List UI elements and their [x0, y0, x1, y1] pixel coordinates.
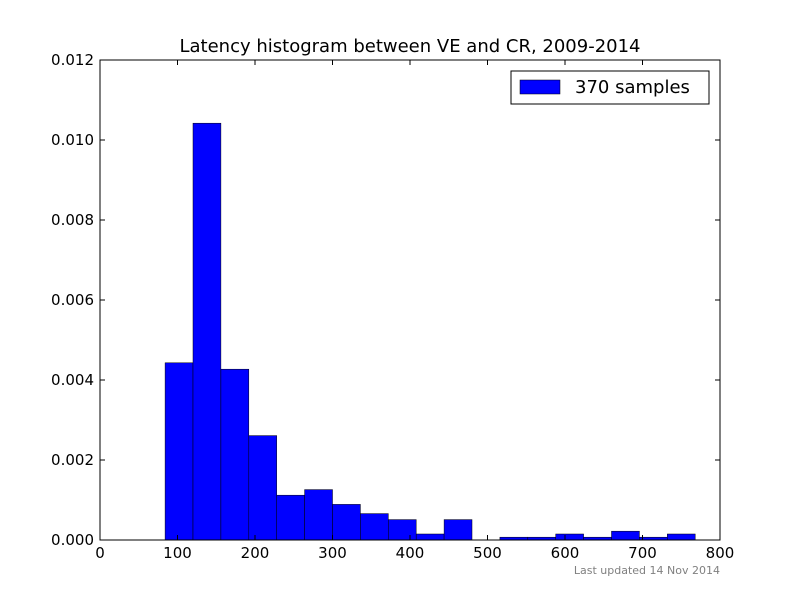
x-tick-label: 500 — [473, 544, 502, 562]
histogram-bar-6 — [304, 489, 333, 541]
histogram-bar-16 — [611, 530, 640, 541]
histogram-bar-8 — [360, 513, 389, 541]
histogram-bar-3 — [220, 368, 250, 541]
legend-label: 370 samples — [575, 77, 690, 98]
histogram-bar-1 — [164, 362, 194, 541]
histogram-bar-10 — [415, 533, 445, 541]
histogram-bar-18 — [667, 533, 696, 541]
y-axis: 0.000 0.002 0.004 0.006 0.008 0.010 0.012 — [51, 51, 720, 549]
x-tick-label: 100 — [163, 544, 192, 562]
y-tick-label: 0.010 — [51, 131, 94, 149]
y-tick-label: 0.012 — [51, 51, 94, 69]
chart-title: Latency histogram between VE and CR, 200… — [179, 36, 640, 57]
histogram-bar-5 — [276, 494, 305, 541]
histogram-bar-11 — [443, 519, 473, 541]
legend: 370 samples — [510, 70, 710, 105]
histogram-bar-4 — [248, 435, 277, 541]
y-tick-label: 0.006 — [51, 291, 94, 309]
legend-swatch — [519, 79, 561, 95]
histogram-bar-14 — [555, 533, 584, 541]
y-tick-label: 0.004 — [51, 371, 94, 389]
bars-group — [164, 122, 696, 541]
x-tick-label: 600 — [551, 544, 580, 562]
y-tick-label: 0.002 — [51, 451, 94, 469]
x-tick-label: 0 — [95, 544, 105, 562]
histogram-bar-7 — [332, 504, 361, 541]
y-tick-label: 0.008 — [51, 211, 94, 229]
histogram-bar-9 — [388, 519, 417, 541]
histogram-bar-2 — [192, 122, 222, 541]
x-tick-label: 400 — [396, 544, 425, 562]
x-tick-label: 700 — [628, 544, 657, 562]
y-tick-label: 0.000 — [51, 531, 94, 549]
x-axis: 0 100 200 300 400 500 600 700 800 — [95, 60, 734, 562]
x-tick-label: 300 — [318, 544, 347, 562]
last-updated-note: Last updated 14 Nov 2014 — [574, 564, 720, 577]
x-tick-label: 200 — [241, 544, 270, 562]
x-tick-label: 800 — [706, 544, 735, 562]
